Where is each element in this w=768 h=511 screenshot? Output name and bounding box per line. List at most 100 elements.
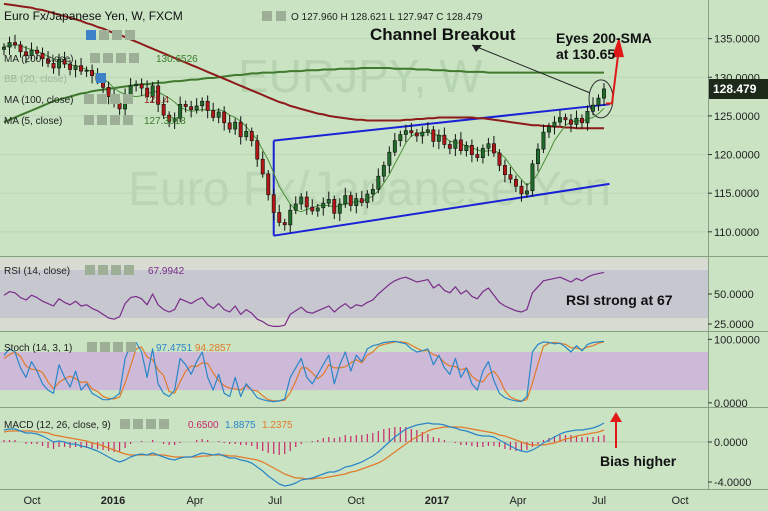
x-tick-label: Jul [268,495,282,507]
close-icon[interactable] [112,30,122,40]
bearish-candle [502,165,507,175]
bearish-candle [579,117,584,124]
bullish-candle [315,207,320,212]
y-tick-label: 50.0000 [714,289,754,301]
bearish-candle [255,140,260,160]
eye-icon[interactable] [87,342,97,352]
bias-arrowhead [610,412,622,422]
bullish-candle [552,121,557,127]
ma100-line [3,2,604,130]
settings-icon[interactable] [103,53,113,63]
bearish-candle [161,104,166,116]
settings-icon[interactable] [100,342,110,352]
bearish-candle [497,152,502,166]
macd-hist-legend-value: 0.6500 [188,420,219,431]
bearish-candle [332,199,337,214]
last-price-tag: 128.479 [709,79,768,99]
rsi-legend-label: RSI (14, close) [4,266,70,277]
bullish-candle [1,46,6,50]
bullish-candle [150,85,155,97]
rsi-line [3,271,605,327]
settings-icon[interactable] [97,115,107,125]
more-icon[interactable] [123,115,133,125]
close-icon[interactable] [110,94,120,104]
bullish-candle [590,104,595,112]
bullish-candle [420,131,425,137]
eye-icon[interactable] [85,265,95,275]
bearish-candle [513,179,518,187]
y-tick-label: 115.0000 [714,188,759,200]
eye-icon[interactable] [86,30,96,40]
bullish-candle [464,145,469,152]
bullish-candle [601,88,606,99]
bullish-candle [403,130,408,135]
bullish-candle [486,143,491,149]
more-icon[interactable] [126,342,136,352]
eye-icon[interactable] [262,11,272,21]
time-axis[interactable]: Oct 2016 Apr Jul Oct 2017 Apr Jul Oct [23,495,688,507]
candlesticks [1,34,606,233]
more-icon[interactable] [159,419,169,429]
settings-icon[interactable] [97,94,107,104]
close-icon[interactable] [113,342,123,352]
settings-icon[interactable] [133,419,143,429]
y-tick-label: 125.0000 [714,111,760,123]
bearish-candle [40,52,45,59]
settings-icon[interactable] [98,265,108,275]
bullish-candle [436,134,441,142]
close-icon[interactable] [116,53,126,63]
settings-icon[interactable] [99,30,109,40]
bullish-candle [480,148,485,158]
more-icon[interactable] [124,265,134,275]
rsi-note: RSI strong at 67 [566,292,673,308]
ma100-legend: MA (100, close) [4,95,73,106]
bearish-candle [90,70,95,77]
eye-icon[interactable] [90,53,100,63]
last-price-value: 128.479 [713,82,757,96]
name-watermark: Euro Fx/Japanese Yen [128,163,611,216]
close-icon[interactable] [146,419,156,429]
y-tick-label: 135.0000 [714,34,760,46]
bearish-candle [260,158,265,175]
breakout-pointer-line [471,44,591,94]
bullish-candle [585,111,590,124]
settings-icon[interactable] [276,11,286,21]
more-icon[interactable] [125,30,135,40]
x-tick-label: Apr [186,495,203,507]
bullish-candle [293,203,298,211]
eye-icon[interactable] [84,94,94,104]
ma200-legend: MA (200, close) [4,54,73,65]
bullish-candle [596,97,601,106]
eye-icon[interactable] [120,419,130,429]
bullish-candle [546,126,551,133]
bearish-candle [266,173,271,196]
channel-lower-line [273,182,610,237]
bias-note: Bias higher [600,453,677,469]
stoch-k-legend-value: 97.4751 [156,343,193,354]
more-icon[interactable] [129,53,139,63]
ma200-legend-value: 130.6526 [156,54,198,65]
x-tick-label: 2016 [101,495,125,507]
bullish-candle [381,165,386,177]
eye-icon[interactable] [84,115,94,125]
macd-series [0,412,708,487]
stoch-series [0,340,708,403]
title-toolbar[interactable] [262,11,286,21]
ma5-legend: MA (5, close) [4,116,62,127]
stoch-legend-label: Stoch (14, 3, 1) [4,343,72,354]
close-icon[interactable] [111,265,121,275]
bullish-candle [29,49,34,56]
bullish-candle [343,195,348,205]
bullish-candle [128,85,133,95]
more-icon[interactable] [123,94,133,104]
bearish-candle [519,185,524,195]
bearish-candle [51,63,56,69]
ma5-legend-value: 127.3018 [144,116,186,127]
eye-icon[interactable] [96,73,106,83]
close-icon[interactable] [110,115,120,125]
macd-panel [0,409,708,488]
bullish-candle [216,111,221,118]
y-tick-label: 100.0000 [714,334,760,346]
bullish-candle [337,203,342,214]
